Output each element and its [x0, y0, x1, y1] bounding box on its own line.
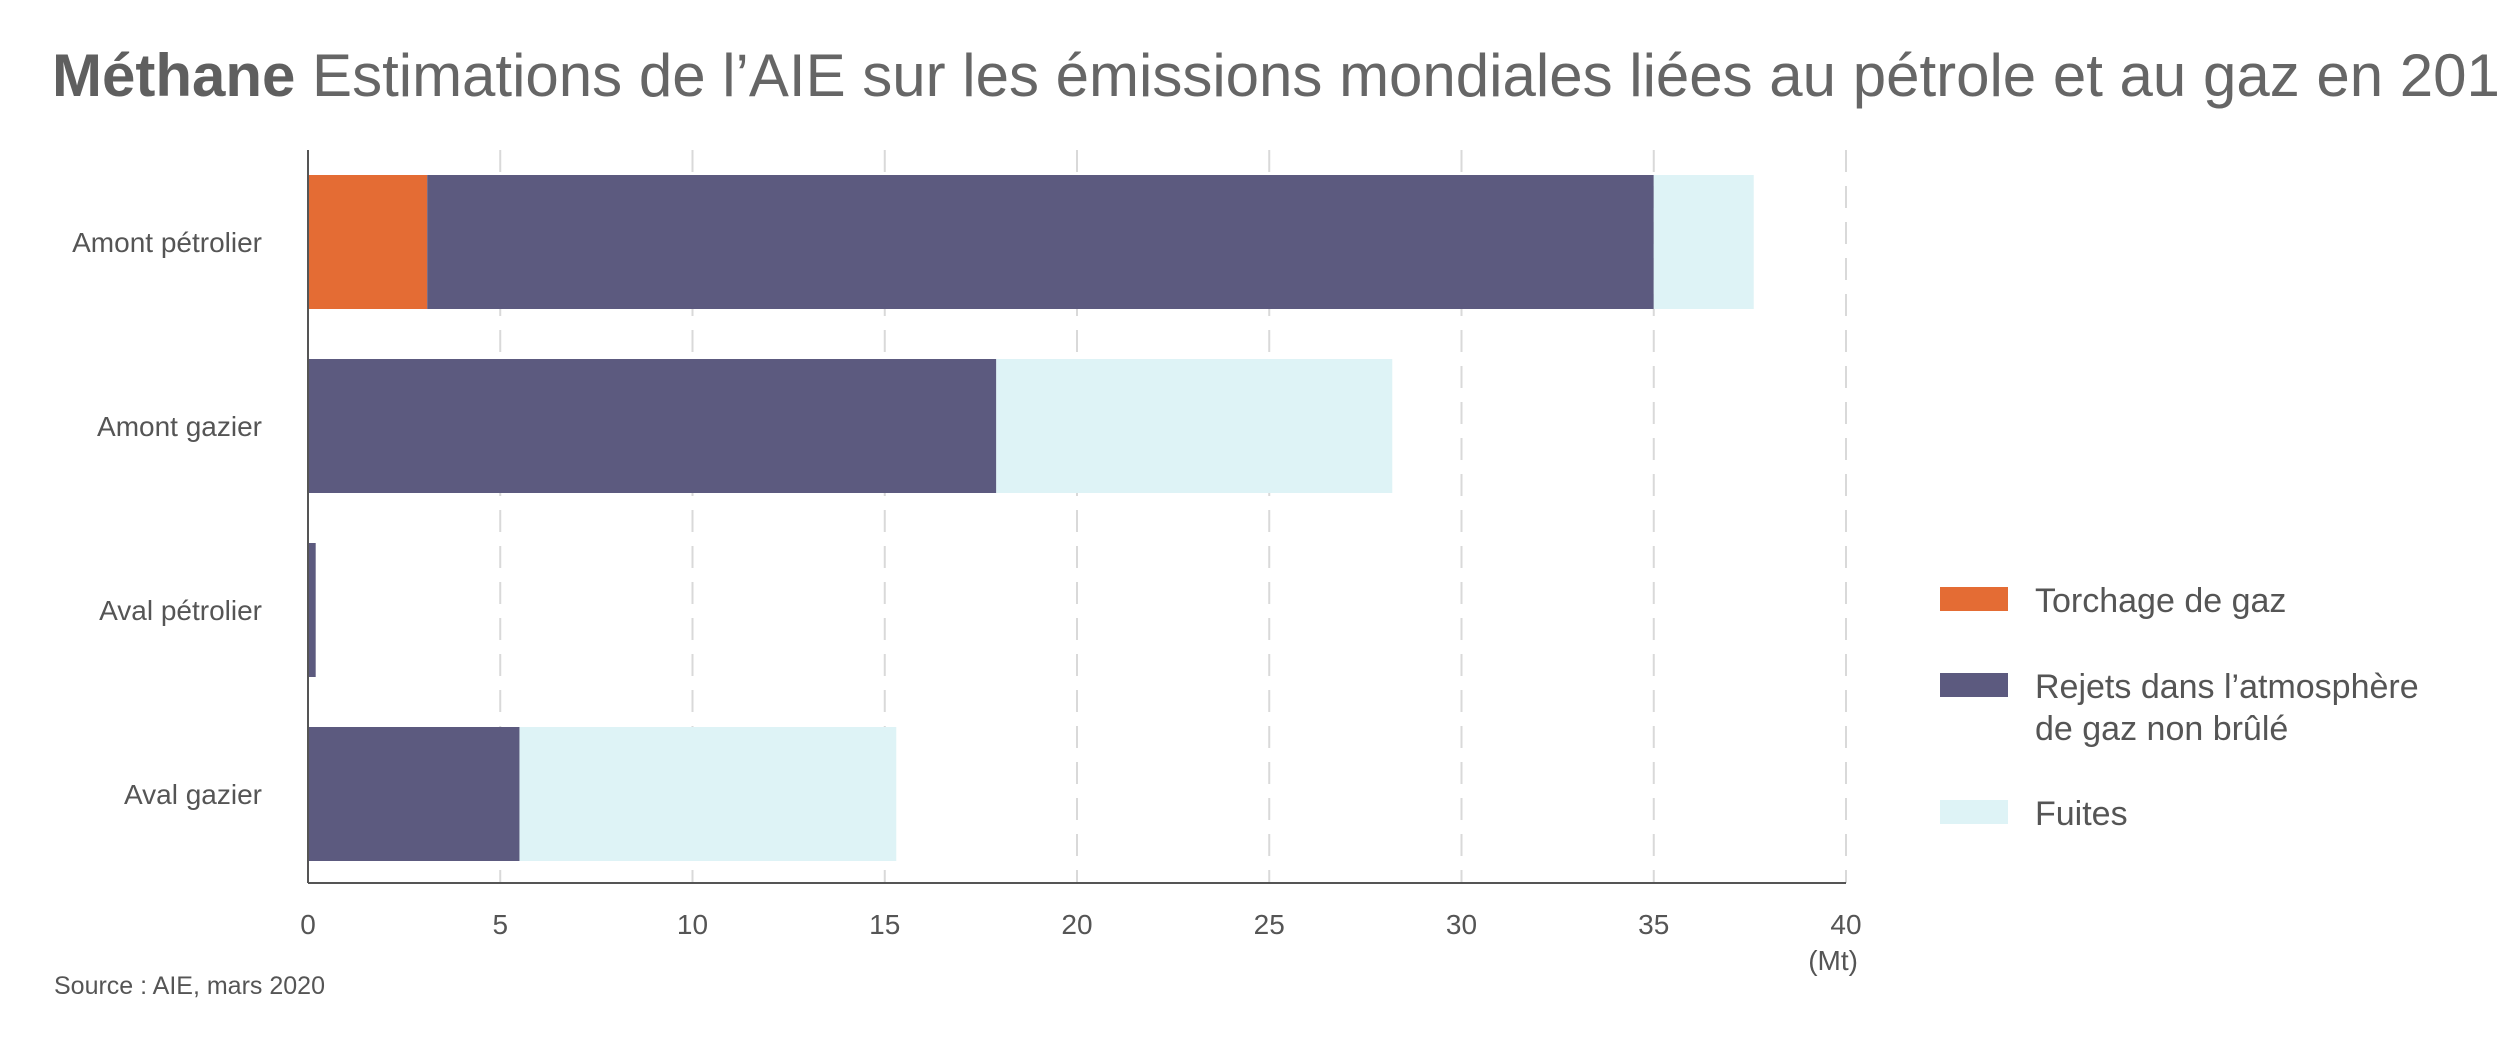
category-label: Amont gazier [97, 411, 262, 442]
legend-label: de gaz non brûlé [2035, 710, 2288, 748]
x-axis-unit: (Mt) [1808, 945, 1858, 976]
bar-segment [308, 175, 428, 309]
bar-segment [427, 175, 1654, 309]
category-label: Aval pétrolier [99, 595, 262, 626]
x-tick-label: 20 [1061, 909, 1092, 940]
chart-title-rest: Estimations de l’AIE sur les émissions m… [295, 42, 2500, 109]
x-tick-label: 5 [492, 909, 508, 940]
bar-segment [308, 359, 997, 493]
category-label: Aval gazier [124, 779, 262, 810]
x-tick-label: 40 [1830, 909, 1861, 940]
legend-swatch [1940, 800, 2008, 824]
x-tick-label: 30 [1446, 909, 1477, 940]
category-labels: Amont pétrolier Amont gazier Aval pétrolie… [72, 227, 262, 810]
bar-segment [1653, 175, 1754, 309]
source-note: Source : AIE, mars 2020 [54, 972, 325, 1000]
x-tick-label: 15 [869, 909, 900, 940]
x-tick-label: 35 [1638, 909, 1669, 940]
bar-segment [308, 727, 520, 861]
legend-label: Rejets dans l’atmosphère [2035, 668, 2419, 706]
bar-segment [519, 727, 897, 861]
axes [307, 150, 1846, 884]
bar-segment [308, 543, 316, 677]
legend-swatch [1940, 673, 2008, 697]
x-tick-label: 10 [677, 909, 708, 940]
legend: Torchage de gaz Rejets dans l’atmosphère d… [1940, 582, 2419, 833]
x-tick-label: 25 [1254, 909, 1285, 940]
bar-segment [996, 359, 1393, 493]
legend-label: Torchage de gaz [2035, 582, 2286, 620]
x-tick-label: 0 [300, 909, 316, 940]
chart-title: Méthane Estimations de l’AIE sur les émi… [52, 36, 2500, 116]
legend-label: Fuites [2035, 795, 2128, 833]
bars [308, 175, 1754, 861]
legend-swatch [1940, 587, 2008, 611]
x-tick-labels: 0 5 10 15 20 25 30 35 40 [300, 909, 1861, 940]
category-label: Amont pétrolier [72, 227, 262, 258]
chart-title-bold: Méthane [52, 42, 296, 109]
